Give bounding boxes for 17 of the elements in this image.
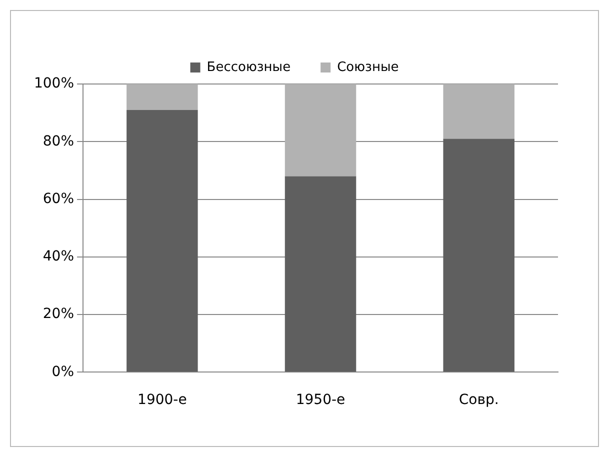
y-tick-label: 40%: [42, 248, 74, 265]
bar: [284, 84, 356, 176]
y-tick-label: 60%: [42, 190, 74, 207]
legend-label: Союзные: [337, 60, 399, 75]
y-tick-label: 0%: [52, 364, 74, 380]
bar: [443, 84, 514, 139]
legend-label: Бессоюзные: [206, 60, 291, 75]
bar: [284, 176, 356, 372]
bar: [126, 84, 198, 110]
x-tick-label: 1950-е: [296, 392, 346, 408]
y-tick-label: 20%: [42, 306, 74, 322]
x-tick-label: 1900-е: [138, 392, 187, 408]
bar: [126, 110, 198, 372]
x-tick-label: Совр.: [458, 392, 499, 408]
y-tick-label: 80%: [42, 133, 74, 150]
y-tick-label: 100%: [34, 76, 74, 92]
bar: [443, 138, 514, 372]
